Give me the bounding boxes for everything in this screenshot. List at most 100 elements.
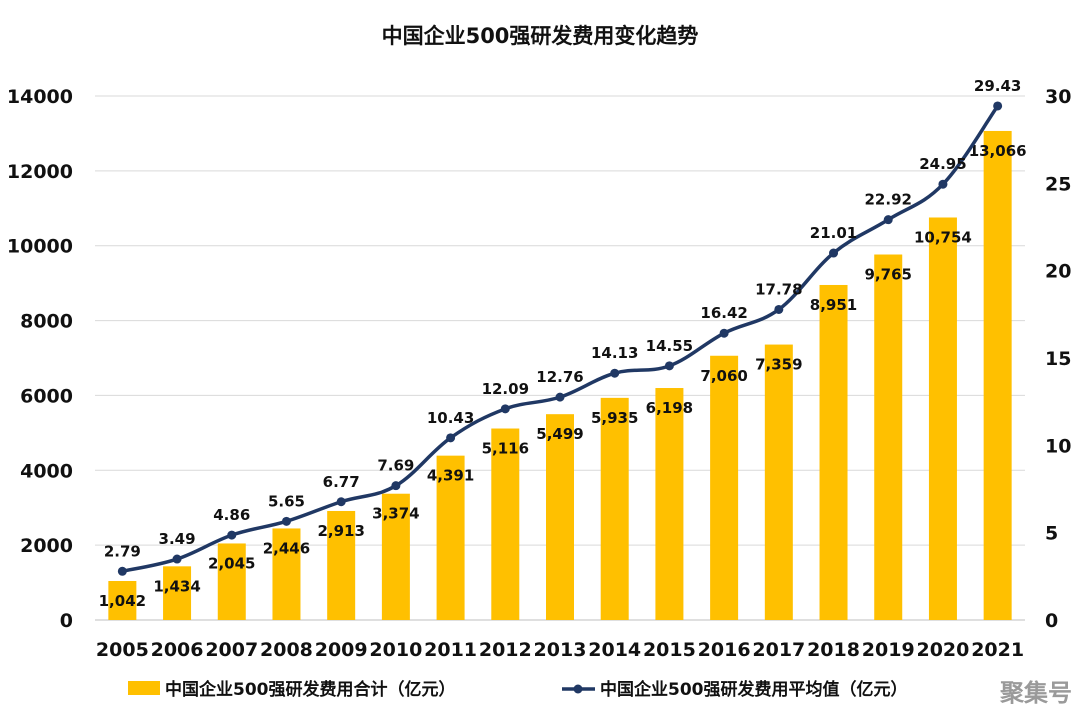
legend-bar-swatch [128,681,160,695]
line-value-label: 5.65 [268,492,305,510]
bar-value-label: 9,765 [865,266,912,284]
line-value-label: 17.78 [755,280,802,298]
left-tick-label: 10000 [7,236,73,258]
bar [108,580,137,620]
x-tick-label: 2010 [369,639,422,661]
bar-value-label: 4,391 [427,467,474,485]
legend-line-label: 中国企业500强研发费用平均值（亿元） [600,679,908,700]
bar-value-label: 7,359 [755,356,802,374]
x-tick-label: 2012 [479,639,532,661]
x-tick-label: 2006 [151,639,204,661]
line-point [555,392,565,402]
line-value-label: 10.43 [427,409,474,427]
x-tick-label: 2009 [315,639,368,661]
line-point [610,368,620,378]
bar-value-label: 5,935 [591,409,638,427]
bar [928,217,957,620]
line-point [281,516,291,526]
line-data-labels: 2.79 3.49 4.86 5.65 6.77 7.69 10.43 12.09 12.76 1… [104,77,1022,560]
bar [600,397,629,620]
line-point [774,304,784,314]
bar-value-label: 3,374 [372,505,419,523]
line-value-label: 2.79 [104,542,141,560]
line-point [500,404,510,414]
line-value-label: 14.55 [646,337,693,355]
x-tick-label: 2020 [916,639,969,661]
right-axis-ticks: 0 5 10 15 20 25 30 [1045,86,1071,632]
legend: 中国企业500强研发费用合计（亿元） 中国企业500强研发费用平均值（亿元） [128,679,908,700]
line-point [227,530,237,540]
x-tick-label: 2015 [643,639,696,661]
legend-line-marker [573,684,583,694]
bar [710,355,739,620]
line-point [391,481,401,491]
bar [764,344,793,620]
bar-value-label: 10,754 [914,228,972,246]
right-tick-label: 15 [1045,348,1071,370]
right-tick-label: 30 [1045,86,1071,108]
right-tick-label: 5 [1045,523,1058,545]
bar-data-labels: 1,042 1,434 2,045 2,446 2,913 3,374 4,391 5,116… [99,142,1027,610]
bar [874,254,903,620]
bar-value-label: 13,066 [969,142,1027,160]
bar-value-label: 2,913 [317,522,364,540]
left-tick-label: 4000 [20,460,73,482]
x-axis-ticks: 2005 2006 2007 2008 2009 2010 2011 2012 2013 2014… [96,639,1024,661]
bar-value-label: 6,198 [646,399,693,417]
legend-bar-label: 中国企业500强研发费用合计（亿元） [165,679,456,700]
bar-value-label: 8,951 [810,296,857,314]
line-value-label: 6.77 [323,473,360,491]
left-tick-label: 8000 [20,311,73,333]
x-tick-label: 2019 [862,639,915,661]
right-tick-label: 0 [1045,610,1058,632]
line-point [719,328,729,338]
bar-value-label: 1,042 [99,592,146,610]
line-point [172,554,182,564]
bar [546,414,574,620]
x-tick-label: 2017 [752,639,805,661]
x-tick-label: 2021 [971,639,1024,661]
x-tick-label: 2018 [807,639,860,661]
bar-value-label: 5,116 [482,440,529,458]
bar [381,493,410,620]
bar-value-label: 7,060 [700,367,747,385]
line-value-label: 22.92 [865,191,912,209]
line-value-label: 7.69 [377,457,414,475]
x-tick-label: 2016 [698,639,751,661]
line-series [117,101,1003,576]
line-point [446,433,456,443]
line-value-label: 16.42 [700,304,747,322]
bar [436,455,465,620]
line-value-label: 12.09 [482,380,529,398]
line-value-label: 12.76 [536,368,583,386]
chart-title: 中国企业500强研发费用变化趋势 [382,24,699,48]
line-path [121,104,1000,573]
line-point [829,248,839,258]
bar [327,510,356,620]
line-value-label: 14.13 [591,344,638,362]
bar [983,130,1012,620]
x-tick-label: 2005 [96,639,149,661]
bar [217,543,246,620]
line-point [938,179,948,189]
right-tick-label: 20 [1045,261,1071,283]
bar [163,566,192,620]
left-tick-label: 0 [60,610,73,632]
x-tick-label: 2014 [588,639,641,661]
bar-value-label: 5,499 [536,425,583,443]
x-tick-label: 2013 [534,639,587,661]
x-tick-label: 2011 [424,639,477,661]
left-tick-label: 6000 [20,385,73,407]
line-value-label: 24.95 [919,155,966,173]
left-axis-ticks: 0 2000 4000 6000 8000 10000 12000 14000 [7,86,73,632]
line-point [883,215,893,225]
line-point [117,566,127,576]
bar [491,428,520,620]
left-tick-label: 14000 [7,86,73,108]
right-tick-label: 10 [1045,435,1071,457]
bar-value-label: 1,434 [153,577,200,595]
line-value-label: 21.01 [810,224,857,242]
line-point [336,497,346,507]
bar-value-label: 2,446 [263,539,310,557]
